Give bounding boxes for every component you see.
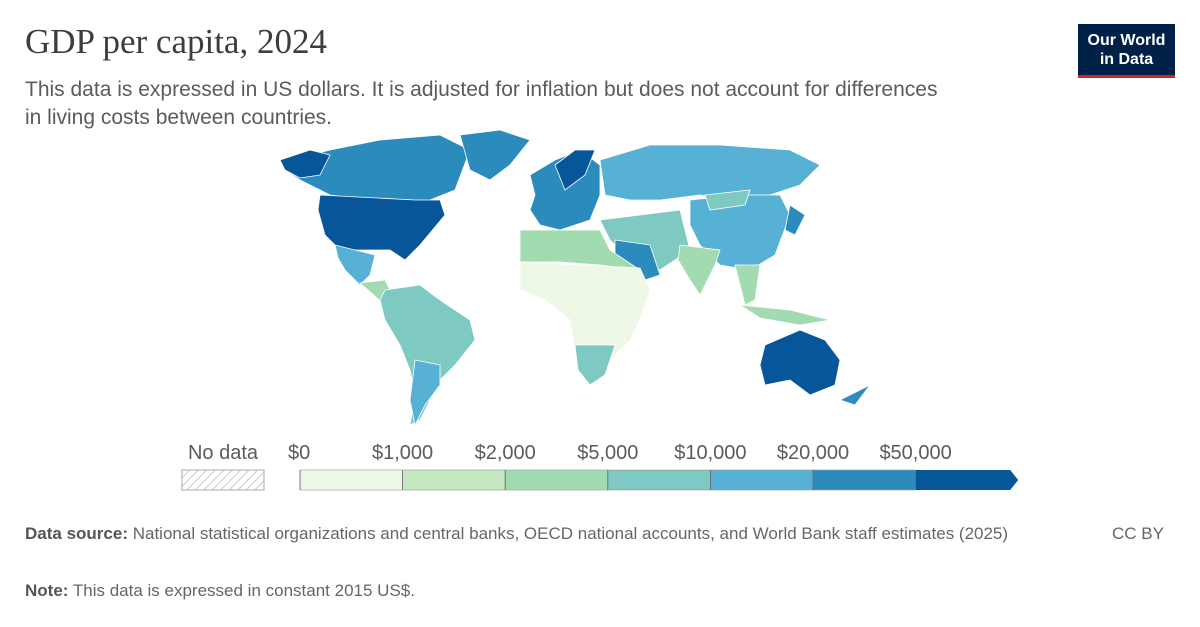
country xyxy=(599,144,821,201)
legend-tick-label: $20,000 xyxy=(777,442,849,464)
note: Note: This data is expressed in constant… xyxy=(25,579,415,602)
country xyxy=(334,244,376,286)
legend-bin xyxy=(812,469,916,491)
country xyxy=(279,149,331,179)
no-data-label: No data xyxy=(188,442,259,464)
legend-tick-label: $2,000 xyxy=(475,442,536,464)
country xyxy=(677,244,721,296)
source: Data source: National statistical organi… xyxy=(25,522,1065,545)
country xyxy=(379,284,476,426)
country xyxy=(317,194,446,261)
logo[interactable]: Our World in Data xyxy=(1078,24,1175,78)
legend-bin xyxy=(607,469,711,491)
logo-line: in Data xyxy=(1099,51,1154,68)
source-text: National statistical organizations and c… xyxy=(132,524,1009,543)
country xyxy=(459,129,531,181)
legend: No data $0 $1,000 $2,000 $5,000 $10,000 $20,0… xyxy=(181,442,1019,491)
legend-bin xyxy=(402,469,506,491)
legend-tick-label: $0 xyxy=(288,442,310,464)
country xyxy=(739,304,831,326)
country xyxy=(704,189,751,211)
legend-bin xyxy=(915,470,1019,490)
subtitle: This data is expressed in US dollars. It… xyxy=(25,78,938,129)
legend-bin xyxy=(710,469,814,491)
country xyxy=(759,329,841,396)
country xyxy=(838,384,871,406)
legend-bin xyxy=(504,469,609,491)
license[interactable]: CC BY xyxy=(1112,524,1164,543)
country xyxy=(554,149,596,191)
source-label: Data source: xyxy=(25,524,128,543)
country xyxy=(284,134,471,206)
country xyxy=(409,359,441,427)
legend-bin xyxy=(299,469,403,491)
note-label: Note: xyxy=(25,581,69,600)
note-text: This data is expressed in constant 2015 … xyxy=(72,581,415,600)
country xyxy=(734,264,761,306)
logo-line: Our World xyxy=(1087,32,1166,49)
legend-tick-label: $50,000 xyxy=(879,442,951,464)
country xyxy=(784,204,806,236)
country xyxy=(599,209,691,271)
title: GDP per capita, 2024 xyxy=(25,22,327,61)
country xyxy=(574,344,616,386)
world-map xyxy=(279,129,871,427)
legend-tick-label: $5,000 xyxy=(577,442,638,464)
legend-tick-label: $10,000 xyxy=(674,442,746,464)
legend-tick-label: $1,000 xyxy=(372,442,433,464)
no-data-swatch xyxy=(181,469,265,491)
